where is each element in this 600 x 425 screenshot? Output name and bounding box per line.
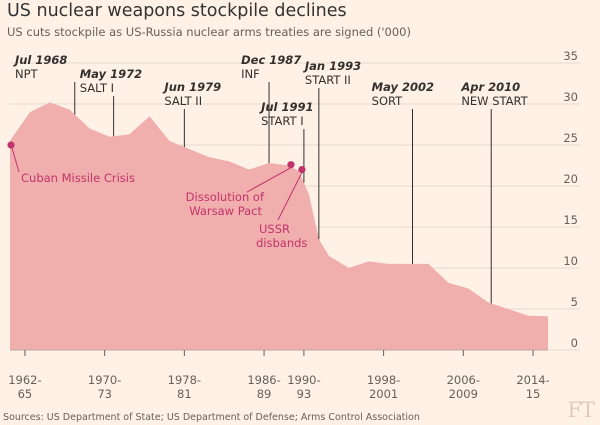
treaty-date: Dec 1987 (241, 53, 301, 67)
x-tick-label: 2014- (516, 373, 549, 387)
treaty-date: Apr 2010 (460, 80, 520, 94)
y-tick-label: 10 (563, 254, 578, 268)
y-tick-label: 20 (563, 172, 578, 186)
treaty-label: SALT II (164, 94, 202, 108)
event-leader-line (246, 167, 292, 193)
x-tick-label: 65 (18, 387, 33, 401)
x-tick-label: 1970- (88, 373, 121, 387)
x-tick-label: 2001 (369, 387, 398, 401)
x-tick-label: 2009 (449, 387, 478, 401)
treaty-label: SORT (372, 94, 404, 108)
treaty-date: May 1972 (80, 67, 142, 81)
y-tick-label: 5 (571, 295, 578, 309)
event-marker-ussr-disbands (298, 166, 306, 174)
treaty-date: Jun 1979 (162, 80, 221, 94)
x-tick-label: 89 (257, 387, 272, 401)
x-tick-label: 1990- (287, 373, 320, 387)
treaty-label: SALT I (80, 81, 114, 95)
y-tick-label: 35 (563, 49, 578, 63)
treaty-date: Jul 1991 (259, 100, 313, 114)
stockpile-area (10, 102, 548, 351)
ft-logo: FT (567, 398, 595, 422)
event-label: Dissolution of (186, 190, 265, 204)
x-tick-label: 81 (177, 387, 192, 401)
event-label: Cuban Missile Crisis (21, 171, 135, 185)
x-tick-label: 1962- (8, 373, 41, 387)
event-label: disbands (256, 236, 307, 250)
treaty-date: Jan 1993 (303, 59, 361, 73)
y-tick-label: 0 (571, 336, 578, 350)
x-tick-label: 1986- (247, 373, 280, 387)
event-marker-warsaw-pact (287, 161, 295, 169)
event-leader-line (277, 172, 303, 221)
event-marker-cuban-missile-crisis (7, 141, 15, 149)
chart-title: US nuclear weapons stockpile declines (7, 1, 347, 21)
treaty-label: NEW START (461, 94, 528, 108)
treaty-date: Jul 1968 (13, 53, 67, 67)
x-tick-label: 73 (97, 387, 112, 401)
chart-subtitle: US cuts stockpile as US-Russia nuclear a… (7, 25, 411, 39)
y-tick-label: 25 (563, 131, 578, 145)
y-tick-label: 15 (563, 213, 578, 227)
treaty-label: NPT (15, 67, 39, 81)
x-tick-label: 1978- (168, 373, 201, 387)
x-tick-label: 1998- (367, 373, 400, 387)
event-label: USSR (259, 222, 290, 236)
x-tick-label: 15 (526, 387, 541, 401)
source-note: Sources: US Department of State; US Depa… (3, 412, 420, 423)
chart-canvas: 0 5 10 15 20 25 30 35 1962-65 1970-73 1978-81 1986-… (7, 49, 580, 401)
treaty-label: START I (261, 114, 304, 128)
x-tick-label: 2006- (447, 373, 480, 387)
event-leader-line (11, 147, 20, 173)
treaty-label: INF (241, 67, 260, 81)
event-label: Warsaw Pact (189, 204, 262, 218)
treaty-date: May 2002 (372, 80, 434, 94)
y-tick-label: 30 (563, 90, 578, 104)
treaty-label: START II (305, 73, 351, 87)
x-tick-label: 93 (297, 387, 312, 401)
